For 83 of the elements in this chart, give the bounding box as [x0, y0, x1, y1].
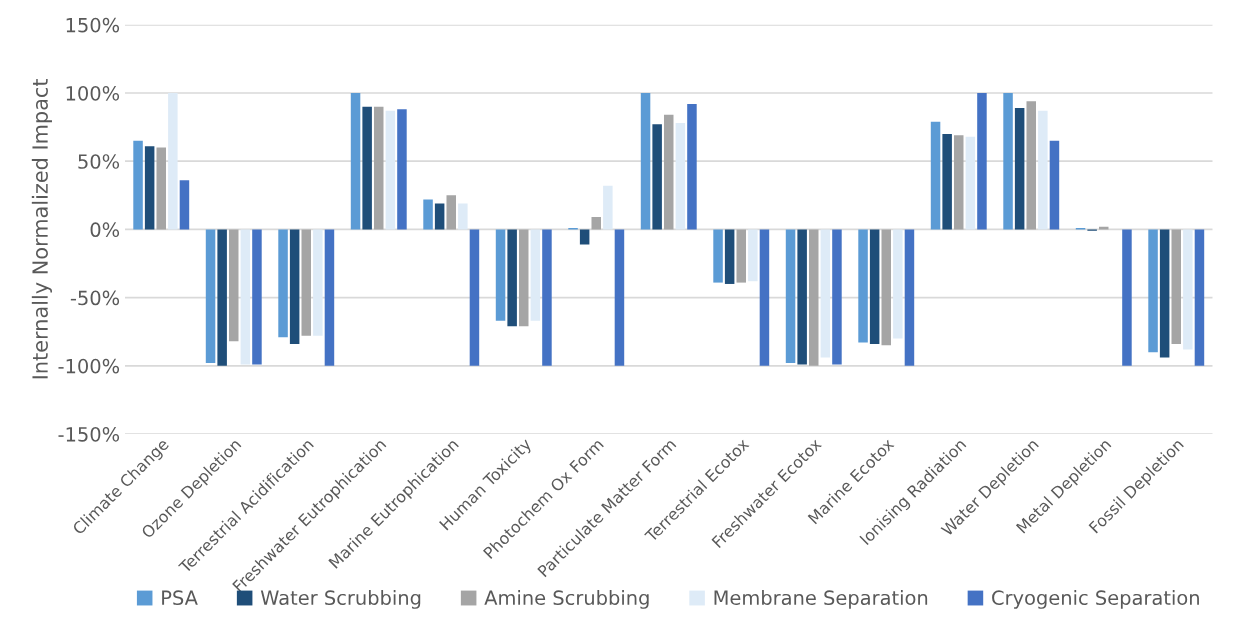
bar: [785, 229, 796, 364]
bar: [820, 229, 831, 358]
bar: [652, 124, 662, 230]
bar: [965, 136, 976, 230]
legend-label: Cryogenic Separation: [992, 590, 1199, 609]
bar: [385, 110, 396, 230]
bar: [458, 203, 468, 230]
bar: [423, 199, 433, 230]
bar: [942, 133, 952, 230]
bar: [301, 229, 312, 336]
bar: [289, 229, 300, 344]
bar: [603, 185, 613, 230]
bar: [640, 93, 651, 230]
bar: [156, 147, 167, 230]
bar: [759, 229, 770, 366]
legend-label: PSA: [162, 590, 198, 606]
bar: [133, 140, 143, 230]
bar: [1003, 93, 1013, 230]
bar: [324, 229, 335, 366]
y-tick-label: -150%: [58, 426, 120, 442]
y-tick-label: -100%: [58, 358, 120, 374]
bar: [373, 106, 384, 230]
bar: [168, 93, 178, 230]
bar: [736, 229, 747, 283]
bar: [808, 229, 819, 366]
y-tick-label: -50%: [70, 290, 120, 306]
bar: [446, 195, 457, 230]
bar: [313, 229, 323, 336]
bar: [350, 93, 361, 230]
bar: [507, 229, 517, 327]
bar: [542, 229, 552, 366]
bar: [893, 229, 903, 339]
bar: [240, 229, 251, 365]
bar: [1122, 229, 1132, 366]
bar: [1049, 140, 1060, 230]
bar: [904, 229, 915, 366]
bar: [675, 123, 686, 230]
bar: [518, 229, 529, 327]
bar: [858, 229, 868, 343]
bar: [748, 229, 758, 282]
bar: [530, 229, 541, 321]
legend-label: Amine Scrubbing: [484, 590, 649, 609]
y-axis-title: Internally Normalized Impact: [31, 78, 52, 379]
bar: [397, 109, 407, 230]
bar: [1159, 229, 1170, 358]
bar: [930, 121, 941, 230]
bar: [1014, 108, 1025, 230]
bar: [1183, 229, 1193, 350]
bar: [1194, 229, 1205, 366]
y-tick-label: 0%: [90, 222, 120, 238]
bar: [205, 229, 216, 364]
bar: [614, 229, 625, 366]
bar: [977, 93, 987, 230]
y-tick-label: 50%: [78, 154, 120, 169]
bar: [663, 114, 674, 230]
bar: [1171, 229, 1182, 344]
bar: [869, 229, 880, 344]
bar: [228, 229, 239, 342]
bar: [687, 103, 697, 230]
y-tick-label: 100%: [66, 85, 120, 101]
bar: [713, 229, 723, 283]
bar: [579, 229, 590, 245]
bar: [724, 229, 735, 284]
bar: [179, 180, 190, 230]
bar: [278, 229, 288, 338]
bar: [217, 229, 227, 366]
bar: [1148, 229, 1158, 353]
bar: [797, 229, 807, 365]
bar: [144, 146, 155, 230]
bar: [469, 229, 480, 366]
bar: [591, 217, 602, 230]
bar: [1026, 101, 1037, 230]
bar: [1038, 110, 1048, 230]
bar: [832, 229, 842, 365]
legend-label: Membrane Separation: [714, 590, 928, 609]
bar: [252, 229, 262, 365]
bar: [434, 203, 445, 230]
bar: [881, 229, 892, 346]
legend-label: Water Scrubbing: [260, 590, 421, 609]
y-tick-label: 150%: [66, 17, 120, 33]
bar: [362, 106, 372, 230]
bar: [953, 135, 964, 230]
bar: [495, 229, 506, 321]
